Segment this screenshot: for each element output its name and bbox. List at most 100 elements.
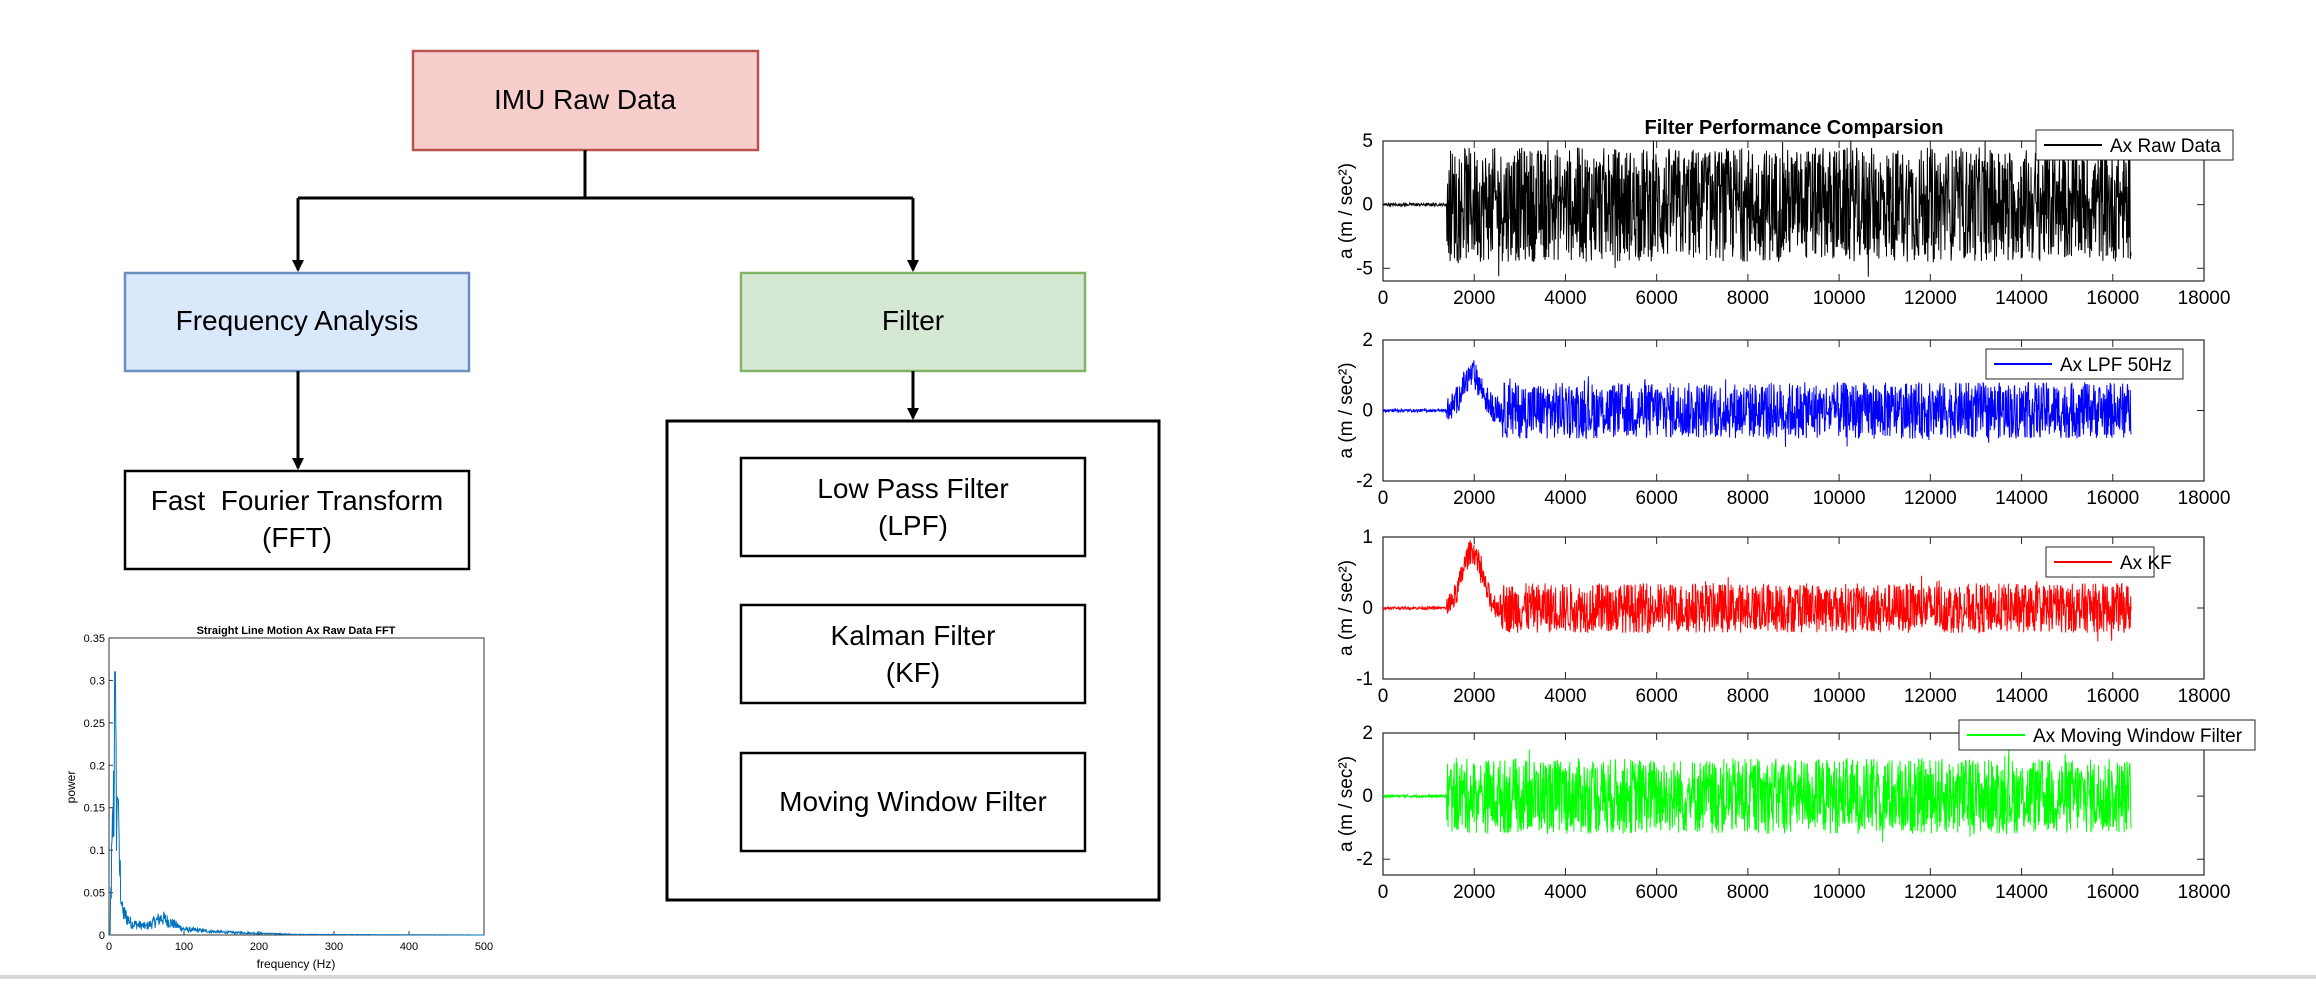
kf-node bbox=[739, 603, 1087, 705]
x-tick-label: 18000 bbox=[2178, 686, 2231, 707]
lpf-label-line2: (LPF) bbox=[878, 510, 948, 541]
fft-x-tick-label: 500 bbox=[475, 941, 493, 953]
x-tick-label: 18000 bbox=[2178, 882, 2231, 903]
x-tick-label: 16000 bbox=[2086, 288, 2139, 309]
subplot-3: 0 2000 4000 6000 8000 10000 12000 14000 16000 180… bbox=[1336, 527, 2230, 707]
x-tick-label: 10000 bbox=[1813, 288, 1866, 309]
series-line bbox=[1382, 360, 2132, 447]
x-tick-label: 2000 bbox=[1453, 686, 1495, 707]
y-tick-label: 0 bbox=[1362, 401, 1373, 422]
x-tick-label: 4000 bbox=[1544, 882, 1586, 903]
x-tick-label: 6000 bbox=[1636, 488, 1678, 509]
filter-comparison-chart: Filter Performance Comparsion 0 2000 4000 6… bbox=[1336, 117, 2256, 903]
y-tick-label: -2 bbox=[1356, 849, 1373, 870]
y-axis-label: a (m / sec²) bbox=[1336, 560, 1357, 656]
fft-y-tick-label: 0.1 bbox=[90, 845, 105, 857]
x-tick-label: 14000 bbox=[1995, 488, 2048, 509]
fft-x-tick-label: 0 bbox=[106, 941, 112, 953]
y-tick-label: 2 bbox=[1362, 723, 1373, 744]
legend: Ax Raw Data bbox=[2035, 129, 2234, 161]
x-tick-label: 0 bbox=[1378, 488, 1389, 509]
fft-y-tick-label: 0 bbox=[99, 930, 105, 942]
x-tick-label: 0 bbox=[1378, 882, 1389, 903]
legend: Ax Moving Window Filter bbox=[1958, 719, 2256, 751]
x-tick-label: 2000 bbox=[1453, 488, 1495, 509]
x-tick-label: 16000 bbox=[2086, 882, 2139, 903]
legend: Ax LPF 50Hz bbox=[1985, 348, 2184, 380]
x-tick-label: 8000 bbox=[1727, 288, 1769, 309]
subplot-4: 0 2000 4000 6000 8000 10000 12000 14000 16000 180… bbox=[1336, 719, 2256, 903]
series-line bbox=[1382, 540, 2132, 642]
fft-y-tick-label: 0.25 bbox=[84, 718, 105, 730]
y-tick-label: -2 bbox=[1356, 471, 1373, 492]
bottom-divider bbox=[0, 975, 2316, 979]
series-line bbox=[1382, 141, 2132, 277]
y-tick-label: -1 bbox=[1356, 669, 1373, 690]
x-tick-label: 12000 bbox=[1904, 882, 1957, 903]
y-axis-label: a (m / sec²) bbox=[1336, 756, 1357, 852]
fft-x-tick-label: 400 bbox=[400, 941, 418, 953]
fft-y-tick-label: 0.3 bbox=[90, 675, 105, 687]
fft-x-axis-label: frequency (Hz) bbox=[257, 957, 336, 971]
y-tick-label: 1 bbox=[1362, 527, 1373, 548]
fft-y-axis-label: power bbox=[64, 771, 78, 804]
fft-y-tick-label: 0.05 bbox=[84, 888, 105, 900]
x-tick-label: 18000 bbox=[2178, 488, 2231, 509]
y-axis-label: a (m / sec²) bbox=[1336, 163, 1357, 259]
y-tick-label: 0 bbox=[1362, 786, 1373, 807]
fft-y-tick-label: 0.2 bbox=[90, 760, 105, 772]
imu-raw-data-label: IMU Raw Data bbox=[494, 84, 676, 115]
x-tick-label: 10000 bbox=[1813, 488, 1866, 509]
frequency-analysis-label: Frequency Analysis bbox=[176, 305, 419, 336]
subplot-2: 0 2000 4000 6000 8000 10000 12000 14000 16000 180… bbox=[1336, 330, 2230, 509]
x-tick-label: 12000 bbox=[1904, 686, 1957, 707]
fft-plot-area bbox=[108, 637, 485, 936]
mwf-label: Moving Window Filter bbox=[779, 786, 1047, 817]
fft-y-tick-label: 0.35 bbox=[84, 633, 105, 645]
connector-imu-split bbox=[298, 150, 913, 200]
legend-label: Ax Raw Data bbox=[2110, 136, 2221, 157]
x-tick-label: 10000 bbox=[1813, 882, 1866, 903]
y-tick-label: 0 bbox=[1362, 195, 1373, 216]
kf-label-line2: (KF) bbox=[886, 657, 940, 688]
subplot-1: 0 2000 4000 6000 8000 10000 12000 14000 16000 180… bbox=[1336, 129, 2234, 309]
x-tick-label: 0 bbox=[1378, 686, 1389, 707]
fft-ticks: 0 100 200 300 400 500 0 0.05 0.1 0.15 0.2 0.25 0.3 0.… bbox=[84, 633, 494, 953]
y-tick-label: 0 bbox=[1362, 598, 1373, 619]
x-tick-label: 12000 bbox=[1904, 488, 1957, 509]
x-tick-label: 4000 bbox=[1544, 288, 1586, 309]
x-tick-label: 6000 bbox=[1636, 686, 1678, 707]
lpf-label-line1: Low Pass Filter bbox=[817, 473, 1008, 504]
x-tick-label: 0 bbox=[1378, 288, 1389, 309]
y-tick-label: 5 bbox=[1362, 131, 1373, 152]
filter-label: Filter bbox=[882, 305, 944, 336]
x-tick-label: 6000 bbox=[1636, 882, 1678, 903]
fft-chart: Straight Line Motion Ax Raw Data FFT fre… bbox=[64, 625, 493, 971]
x-tick-label: 18000 bbox=[2178, 288, 2231, 309]
x-tick-label: 2000 bbox=[1453, 882, 1495, 903]
legend: Ax KF bbox=[2045, 546, 2172, 578]
y-tick-label: -5 bbox=[1356, 258, 1373, 279]
x-tick-label: 2000 bbox=[1453, 288, 1495, 309]
legend-box bbox=[1985, 348, 2184, 380]
lpf-node bbox=[739, 456, 1087, 558]
frequency-analysis-node bbox=[123, 271, 471, 373]
y-axis-label: a (m / sec²) bbox=[1336, 362, 1357, 458]
x-tick-label: 16000 bbox=[2086, 488, 2139, 509]
x-tick-label: 4000 bbox=[1544, 488, 1586, 509]
x-tick-label: 8000 bbox=[1727, 488, 1769, 509]
x-tick-label: 4000 bbox=[1544, 686, 1586, 707]
legend-box bbox=[2035, 129, 2234, 161]
kf-label-line1: Kalman Filter bbox=[831, 620, 996, 651]
legend-label: Ax LPF 50Hz bbox=[2060, 355, 2172, 376]
x-tick-label: 8000 bbox=[1727, 882, 1769, 903]
fft-node bbox=[123, 469, 471, 571]
x-tick-label: 14000 bbox=[1995, 686, 2048, 707]
x-tick-label: 8000 bbox=[1727, 686, 1769, 707]
fft-x-tick-label: 300 bbox=[325, 941, 343, 953]
legend-box bbox=[1958, 719, 2256, 751]
legend-label: Ax Moving Window Filter bbox=[2033, 726, 2243, 747]
fft-y-tick-label: 0.15 bbox=[84, 803, 105, 815]
legend-label: Ax KF bbox=[2120, 553, 2172, 574]
